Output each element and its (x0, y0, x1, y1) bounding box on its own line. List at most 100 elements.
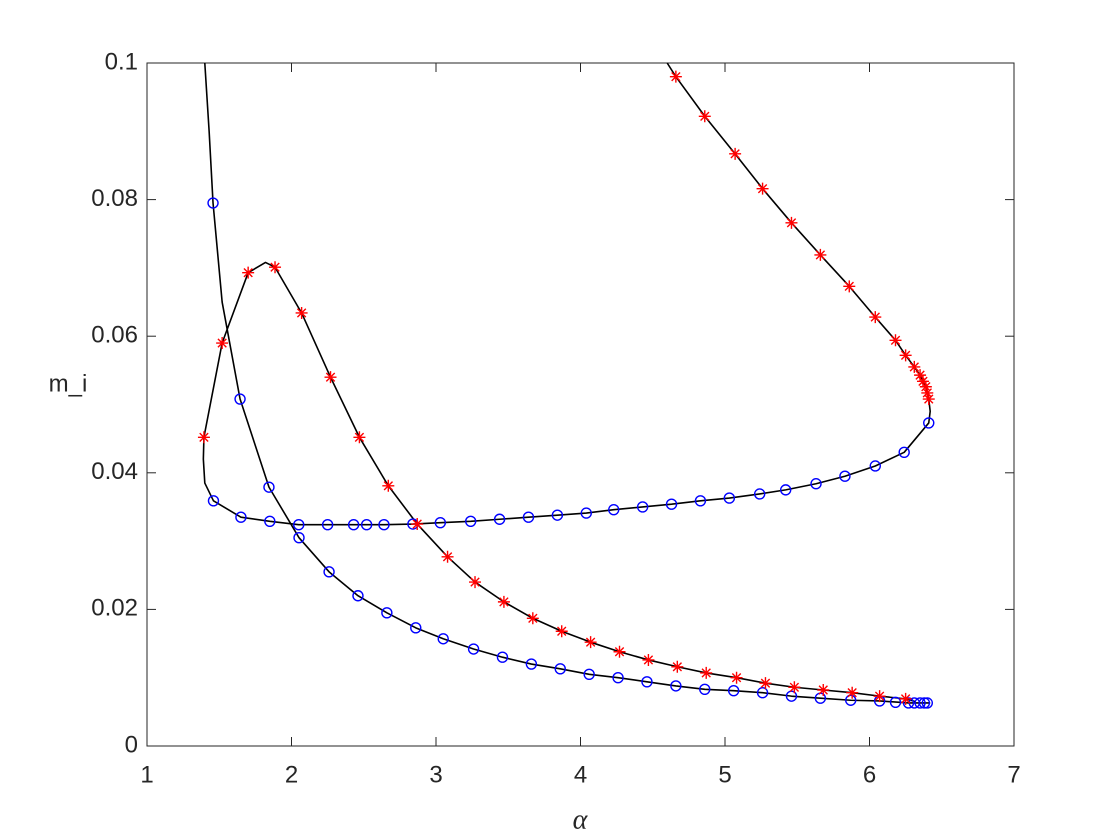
y-axis-label: m_i (49, 370, 88, 397)
x-tick-label: 5 (718, 761, 731, 788)
star-marker (729, 147, 742, 160)
y-tick-label: 0.08 (91, 185, 138, 212)
circle-marker (636, 501, 649, 513)
y-tick-label: 0 (125, 731, 138, 758)
x-tick-label: 3 (429, 761, 442, 788)
star-marker (873, 690, 886, 703)
star-marker (669, 70, 682, 83)
circle-marker (641, 676, 653, 688)
circle-marker (753, 488, 766, 500)
star-marker (730, 671, 743, 684)
star-marker (922, 393, 935, 406)
circle-marker (381, 607, 393, 619)
y-tick-label: 0.04 (91, 458, 138, 485)
star-marker (197, 431, 210, 444)
x-tick-label: 2 (285, 761, 298, 788)
circle-marker (902, 697, 915, 709)
star-marker (242, 266, 255, 279)
circle-marker (889, 696, 902, 708)
circle-marker (378, 519, 390, 531)
plot-area (197, 62, 935, 709)
star-marker (700, 666, 713, 679)
y-tick-label: 0.06 (91, 322, 138, 349)
star-marker (671, 660, 684, 673)
star-marker (919, 380, 932, 393)
circle-marker (522, 511, 535, 523)
star-marker (469, 576, 482, 589)
circle-marker (207, 495, 220, 507)
x-tick-label: 1 (140, 761, 153, 788)
x-tick-label: 7 (1007, 761, 1020, 788)
circle-marker (464, 515, 477, 527)
circle-marker (293, 531, 305, 544)
circle-marker (869, 460, 881, 472)
star-marker (584, 636, 597, 649)
star-marker (914, 369, 927, 382)
circle-marker (694, 495, 707, 507)
circle-marker (727, 684, 740, 697)
circle-marker (234, 393, 246, 405)
circle-marker (898, 446, 910, 459)
star-marker (497, 595, 510, 608)
star-marker (526, 612, 539, 625)
circle-marker (699, 683, 711, 696)
circle-marker (437, 633, 449, 645)
axes-box (146, 62, 1015, 747)
circle-marker (434, 516, 447, 529)
star-marker (785, 216, 798, 229)
star-marker (441, 550, 454, 563)
y-tick-label: 0.02 (91, 595, 138, 622)
circle-marker (779, 484, 792, 496)
circle-marker (207, 197, 219, 209)
circle-marker (608, 503, 620, 516)
star-marker (814, 248, 827, 261)
circle-marker (554, 663, 566, 675)
star-marker (759, 677, 772, 690)
star-marker (216, 337, 229, 350)
star-marker (899, 692, 912, 705)
star-marker (817, 683, 830, 696)
y-tick-label: 0.1 (105, 48, 138, 75)
circle-marker (583, 668, 595, 680)
star-marker (843, 280, 856, 293)
star-marker (756, 182, 769, 195)
star-marker (899, 349, 912, 362)
star-marker (269, 261, 282, 274)
circle-marker (551, 509, 564, 521)
circle-marker (921, 697, 933, 709)
circle-marker (845, 694, 857, 706)
circle-marker (347, 519, 360, 531)
star-marker (921, 386, 934, 399)
circle-marker (665, 498, 678, 510)
circle-marker (321, 519, 334, 531)
circle-marker (493, 513, 506, 525)
circle-marker (923, 417, 935, 429)
circle-marker (723, 492, 736, 504)
curve (204, 62, 931, 704)
star-marker (555, 625, 568, 638)
circle-marker (467, 643, 480, 655)
star-marker (869, 311, 882, 324)
star-marker (788, 681, 801, 694)
star-marker (916, 375, 929, 388)
circle-marker (756, 687, 769, 699)
circle-marker (525, 658, 538, 670)
circle-marker (914, 697, 926, 709)
circle-marker (323, 566, 335, 578)
star-marker (324, 371, 337, 384)
star-marker (382, 479, 395, 492)
star-marker (642, 653, 655, 666)
circle-marker (235, 511, 247, 523)
circle-marker (293, 519, 305, 531)
x-tick-label: 4 (574, 761, 587, 788)
circle-marker (580, 507, 592, 519)
circle-marker (360, 519, 373, 531)
star-marker (353, 431, 366, 444)
circle-marker (264, 515, 276, 527)
star-marker (846, 686, 859, 699)
circle-marker (263, 481, 275, 493)
circle-marker (496, 651, 509, 663)
